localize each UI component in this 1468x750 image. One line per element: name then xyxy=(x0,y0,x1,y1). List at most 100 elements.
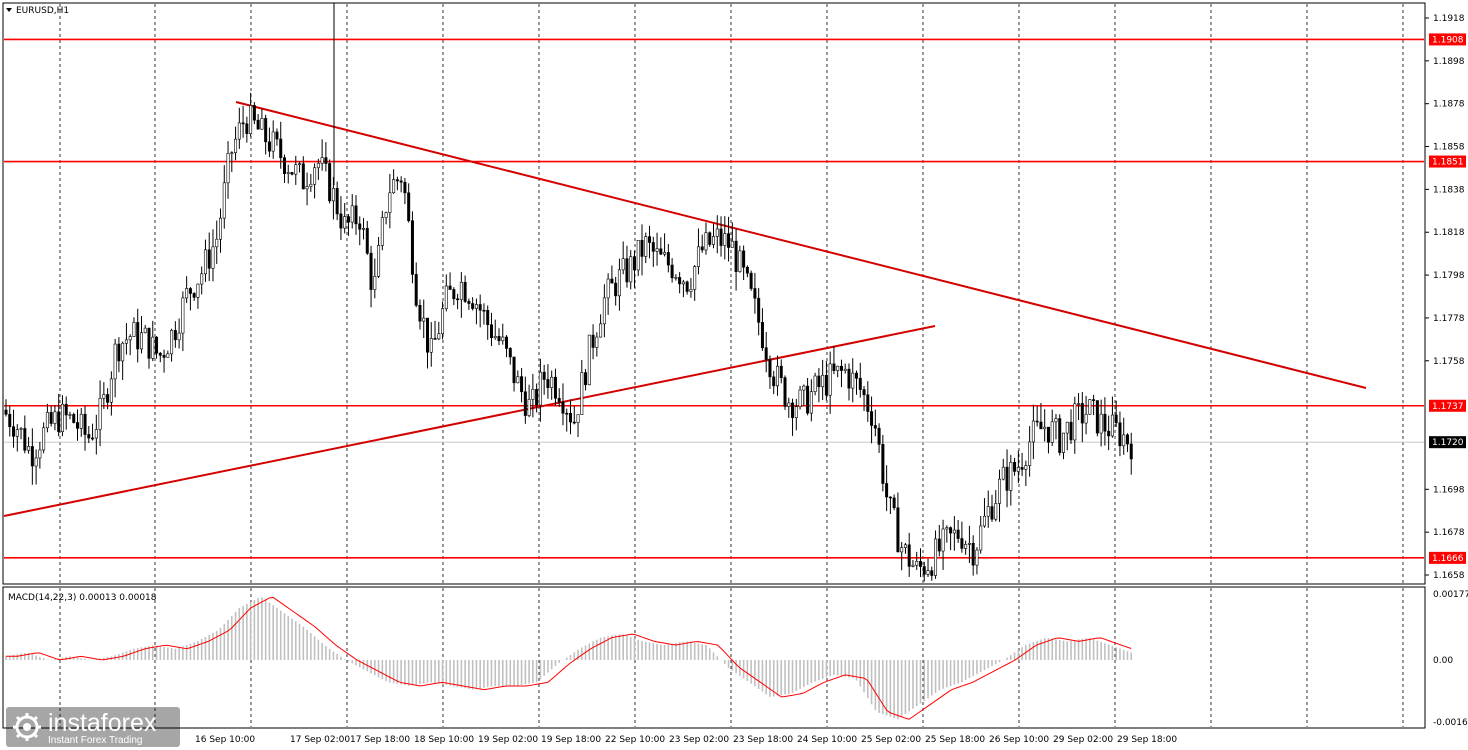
candle-body xyxy=(937,538,941,552)
candle-body xyxy=(155,336,159,354)
candle-body xyxy=(787,402,791,407)
candle-body xyxy=(1031,420,1035,443)
candle-body xyxy=(1095,400,1099,434)
candle-body xyxy=(930,570,934,576)
watermark-brand: instaforex xyxy=(48,709,157,737)
candle-body xyxy=(772,376,776,387)
candle-body xyxy=(170,330,174,355)
candle-body xyxy=(836,365,840,371)
candle-body xyxy=(237,122,241,140)
time-axis-label: 29 Sep 18:00 xyxy=(1117,735,1177,745)
candle-body xyxy=(505,336,509,349)
candle-body xyxy=(215,238,219,248)
candle-body xyxy=(599,323,603,338)
candle-body xyxy=(753,288,757,299)
candle-body xyxy=(399,180,403,183)
time-axis-label: 26 Sep 10:00 xyxy=(989,735,1049,745)
candle-body xyxy=(523,391,527,416)
candle-body xyxy=(738,250,742,272)
candle-body xyxy=(49,412,53,424)
candle-body xyxy=(166,353,170,358)
candle-body xyxy=(813,375,817,392)
candle-body xyxy=(388,192,392,213)
candle-body xyxy=(53,411,57,424)
candle-body xyxy=(982,515,986,527)
price-axis-label: 1.1798 xyxy=(1433,271,1465,281)
candle-body xyxy=(1084,413,1088,424)
candle-body xyxy=(915,561,919,566)
candle-body xyxy=(76,422,80,429)
candle-body xyxy=(855,372,859,379)
time-axis-label: 16 Sep 10:00 xyxy=(195,735,255,745)
candle-body xyxy=(448,285,452,290)
level-price-tag xyxy=(1429,33,1466,46)
indicator-label: MACD(14,22,3) 0.00013 0.00018 xyxy=(8,593,157,603)
candle-body xyxy=(429,338,433,353)
candle-body xyxy=(640,240,644,257)
candle-body xyxy=(1107,430,1111,437)
candle-body xyxy=(821,374,825,388)
candle-body xyxy=(565,412,569,415)
candle-body xyxy=(45,412,49,429)
level-price-label: 1.1737 xyxy=(1432,402,1464,412)
candle-body xyxy=(531,389,535,400)
candle-body xyxy=(892,497,896,509)
candle-body xyxy=(610,278,614,284)
candle-body xyxy=(535,389,539,406)
candle-body xyxy=(696,246,700,267)
price-axis-label: 1.1678 xyxy=(1433,528,1465,538)
axis-layer: 1.1918 1.1898 1.1878 1.1858 1.1838 1.1818 1.17… xyxy=(195,14,1468,745)
candle-body xyxy=(621,258,625,271)
candle-body xyxy=(346,216,350,223)
candle-body xyxy=(674,277,678,279)
candle-body xyxy=(407,192,411,222)
candle-body xyxy=(343,216,347,229)
candle-body xyxy=(1073,403,1077,441)
candle-body xyxy=(934,538,938,576)
candle-body xyxy=(42,427,46,451)
candle-body xyxy=(64,403,68,416)
candle-body xyxy=(425,317,429,353)
symbol-dropdown-icon[interactable] xyxy=(6,8,12,12)
candle-body xyxy=(279,138,283,159)
level-price-label: 1.1666 xyxy=(1432,554,1464,564)
candle-body xyxy=(369,252,373,290)
candle-layer xyxy=(4,3,1133,582)
candle-body xyxy=(230,152,234,155)
candle-body xyxy=(862,389,866,396)
candle-body xyxy=(12,426,16,437)
candle-body xyxy=(185,288,189,299)
candle-body xyxy=(888,496,892,499)
candle-body xyxy=(335,188,339,215)
candle-body xyxy=(27,446,31,451)
candle-body xyxy=(870,411,874,426)
candle-body xyxy=(998,478,1002,504)
candle-body xyxy=(1035,420,1039,423)
candle-body xyxy=(373,276,377,290)
candle-body xyxy=(651,242,655,252)
price-axis-label: 1.1698 xyxy=(1433,485,1465,495)
candle-body xyxy=(249,105,253,134)
candle-body xyxy=(542,371,546,380)
candle-body xyxy=(918,561,922,567)
candle-body xyxy=(986,506,990,517)
time-axis-label: 25 Sep 02:00 xyxy=(861,735,921,745)
candle-body xyxy=(489,324,493,339)
candle-body xyxy=(926,570,930,575)
price-axis-label: 1.1758 xyxy=(1433,357,1465,367)
candle-body xyxy=(395,179,399,182)
candle-body xyxy=(964,544,968,549)
candle-body xyxy=(241,122,245,125)
candle-body xyxy=(30,446,34,467)
candle-body xyxy=(1046,426,1050,443)
candle-body xyxy=(418,304,422,322)
candle-body xyxy=(301,163,305,190)
candle-body xyxy=(941,528,945,552)
candle-body xyxy=(794,406,798,418)
candle-body xyxy=(900,547,904,553)
time-axis-label: 18 Sep 10:00 xyxy=(414,735,474,745)
candle-body xyxy=(501,336,505,342)
candle-body xyxy=(723,233,727,246)
candle-body xyxy=(188,288,192,294)
candle-body xyxy=(106,394,110,403)
